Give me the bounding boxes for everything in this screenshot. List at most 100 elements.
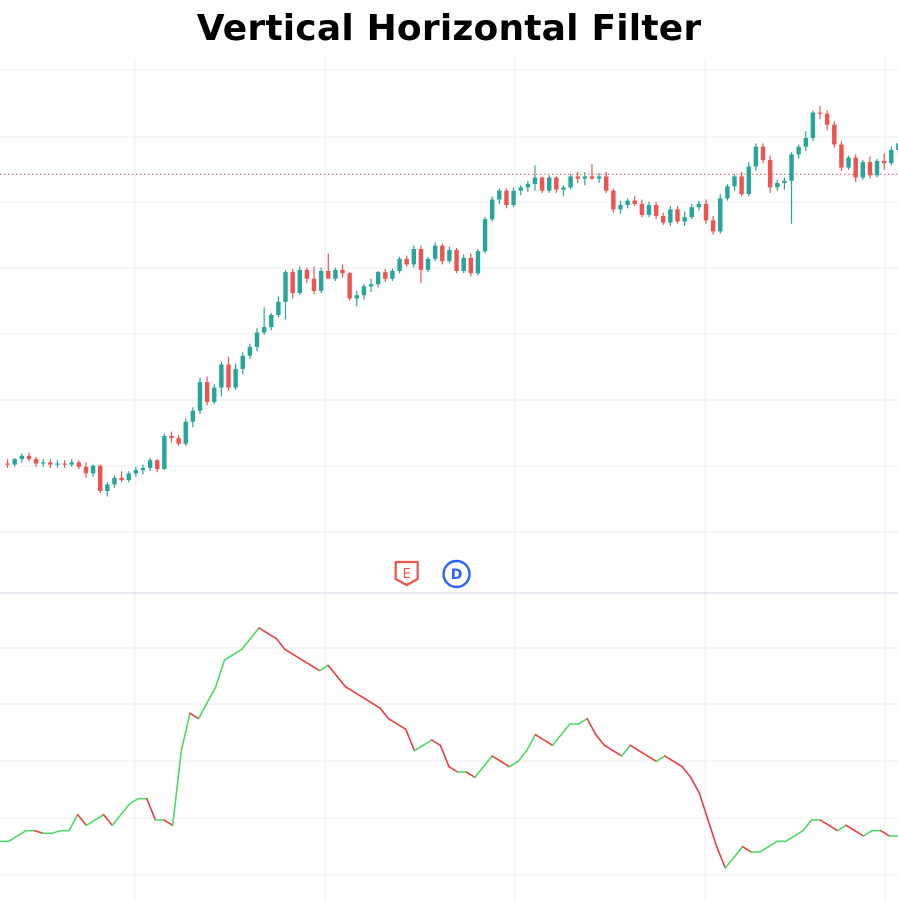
- vhf-segment: [551, 733, 563, 747]
- candle: [596, 173, 602, 183]
- candle-body: [753, 146, 759, 167]
- candle: [12, 458, 17, 467]
- vhf-segment: [284, 648, 295, 656]
- candle-body: [261, 327, 267, 333]
- vhf-segment: [620, 744, 632, 757]
- candle: [219, 361, 224, 397]
- vhf-segment: [422, 739, 433, 747]
- vhf-segment: [353, 691, 364, 699]
- candle-body: [547, 177, 552, 191]
- price-candles: [5, 106, 898, 497]
- candle: [518, 185, 523, 196]
- candle-body: [204, 382, 210, 402]
- candle-body: [404, 258, 409, 265]
- candle: [853, 154, 858, 182]
- candle-body: [304, 269, 310, 279]
- candle: [739, 172, 744, 197]
- candle: [397, 256, 402, 274]
- candle-body: [668, 209, 673, 223]
- vhf-line: [0, 627, 898, 869]
- candle: [682, 211, 687, 226]
- vhf-segment: [560, 723, 571, 736]
- vhf-segment: [370, 701, 381, 709]
- candle: [725, 184, 730, 201]
- candle: [276, 296, 281, 318]
- vhf-segment: [759, 845, 770, 853]
- vhf-segment: [275, 637, 286, 651]
- candle: [668, 206, 673, 226]
- candle: [718, 194, 723, 234]
- candle-body: [290, 272, 295, 293]
- candle-body: [69, 462, 74, 465]
- candle: [90, 464, 96, 477]
- candle: [532, 165, 538, 191]
- vhf-segment: [724, 856, 735, 869]
- vhf-segment: [145, 797, 157, 821]
- candle-body: [411, 249, 417, 265]
- candle: [611, 188, 616, 213]
- candle: [746, 162, 751, 197]
- candle-body: [247, 346, 253, 356]
- candle: [440, 243, 445, 265]
- vhf-segment: [534, 733, 545, 741]
- vhf-segment: [646, 755, 658, 763]
- candle: [525, 180, 531, 192]
- candle: [789, 152, 794, 224]
- vhf-segment: [465, 771, 476, 779]
- candle-body: [732, 176, 737, 187]
- candle: [454, 247, 459, 274]
- vhf-segment: [413, 744, 424, 752]
- vhf-segment: [698, 792, 709, 821]
- candle-body: [126, 473, 131, 480]
- candle-body: [33, 459, 39, 464]
- candle: [632, 196, 637, 207]
- vhf-segment: [517, 749, 528, 763]
- candle-body: [276, 301, 281, 315]
- candle: [661, 212, 666, 225]
- candle-body: [482, 219, 488, 252]
- candle-body: [896, 143, 898, 150]
- candle-body: [489, 199, 495, 220]
- candle: [297, 266, 302, 296]
- candle-body: [618, 205, 623, 210]
- vhf-segment: [301, 659, 312, 667]
- candle-body: [340, 269, 345, 274]
- earnings-flag-icon[interactable]: E: [394, 560, 419, 587]
- vhf-segment: [879, 829, 891, 837]
- candle-body: [468, 257, 474, 274]
- candle: [760, 143, 766, 164]
- candle: [233, 363, 238, 390]
- candle: [76, 460, 82, 469]
- candle-body: [803, 137, 808, 147]
- vhf-segment: [223, 653, 234, 661]
- candle-body: [440, 245, 445, 262]
- candle: [432, 242, 438, 262]
- candle-body: [98, 465, 103, 491]
- candle-body: [539, 177, 545, 191]
- candle-body: [425, 258, 431, 270]
- candle-body: [354, 295, 359, 299]
- vhf-segment: [215, 659, 226, 688]
- candle-body: [782, 180, 787, 183]
- candle: [775, 179, 780, 191]
- candle-body: [418, 249, 424, 270]
- dividend-circle-icon[interactable]: D: [442, 559, 471, 589]
- candle-body: [675, 209, 680, 222]
- vhf-segment: [128, 797, 139, 805]
- vhf-segment: [249, 627, 260, 640]
- candle-body: [140, 467, 146, 471]
- candle-body: [832, 124, 837, 145]
- candle: [404, 255, 409, 267]
- vhf-segment: [197, 701, 209, 720]
- candle-body: [889, 150, 894, 164]
- vhf-segment: [733, 845, 744, 859]
- candle-body: [860, 162, 866, 178]
- vhf-segment: [836, 824, 847, 832]
- candle: [98, 464, 103, 494]
- candle-body: [839, 144, 844, 168]
- vhf-segment: [405, 728, 416, 752]
- vhf-segment: [655, 755, 666, 763]
- vhf-segment: [594, 733, 606, 747]
